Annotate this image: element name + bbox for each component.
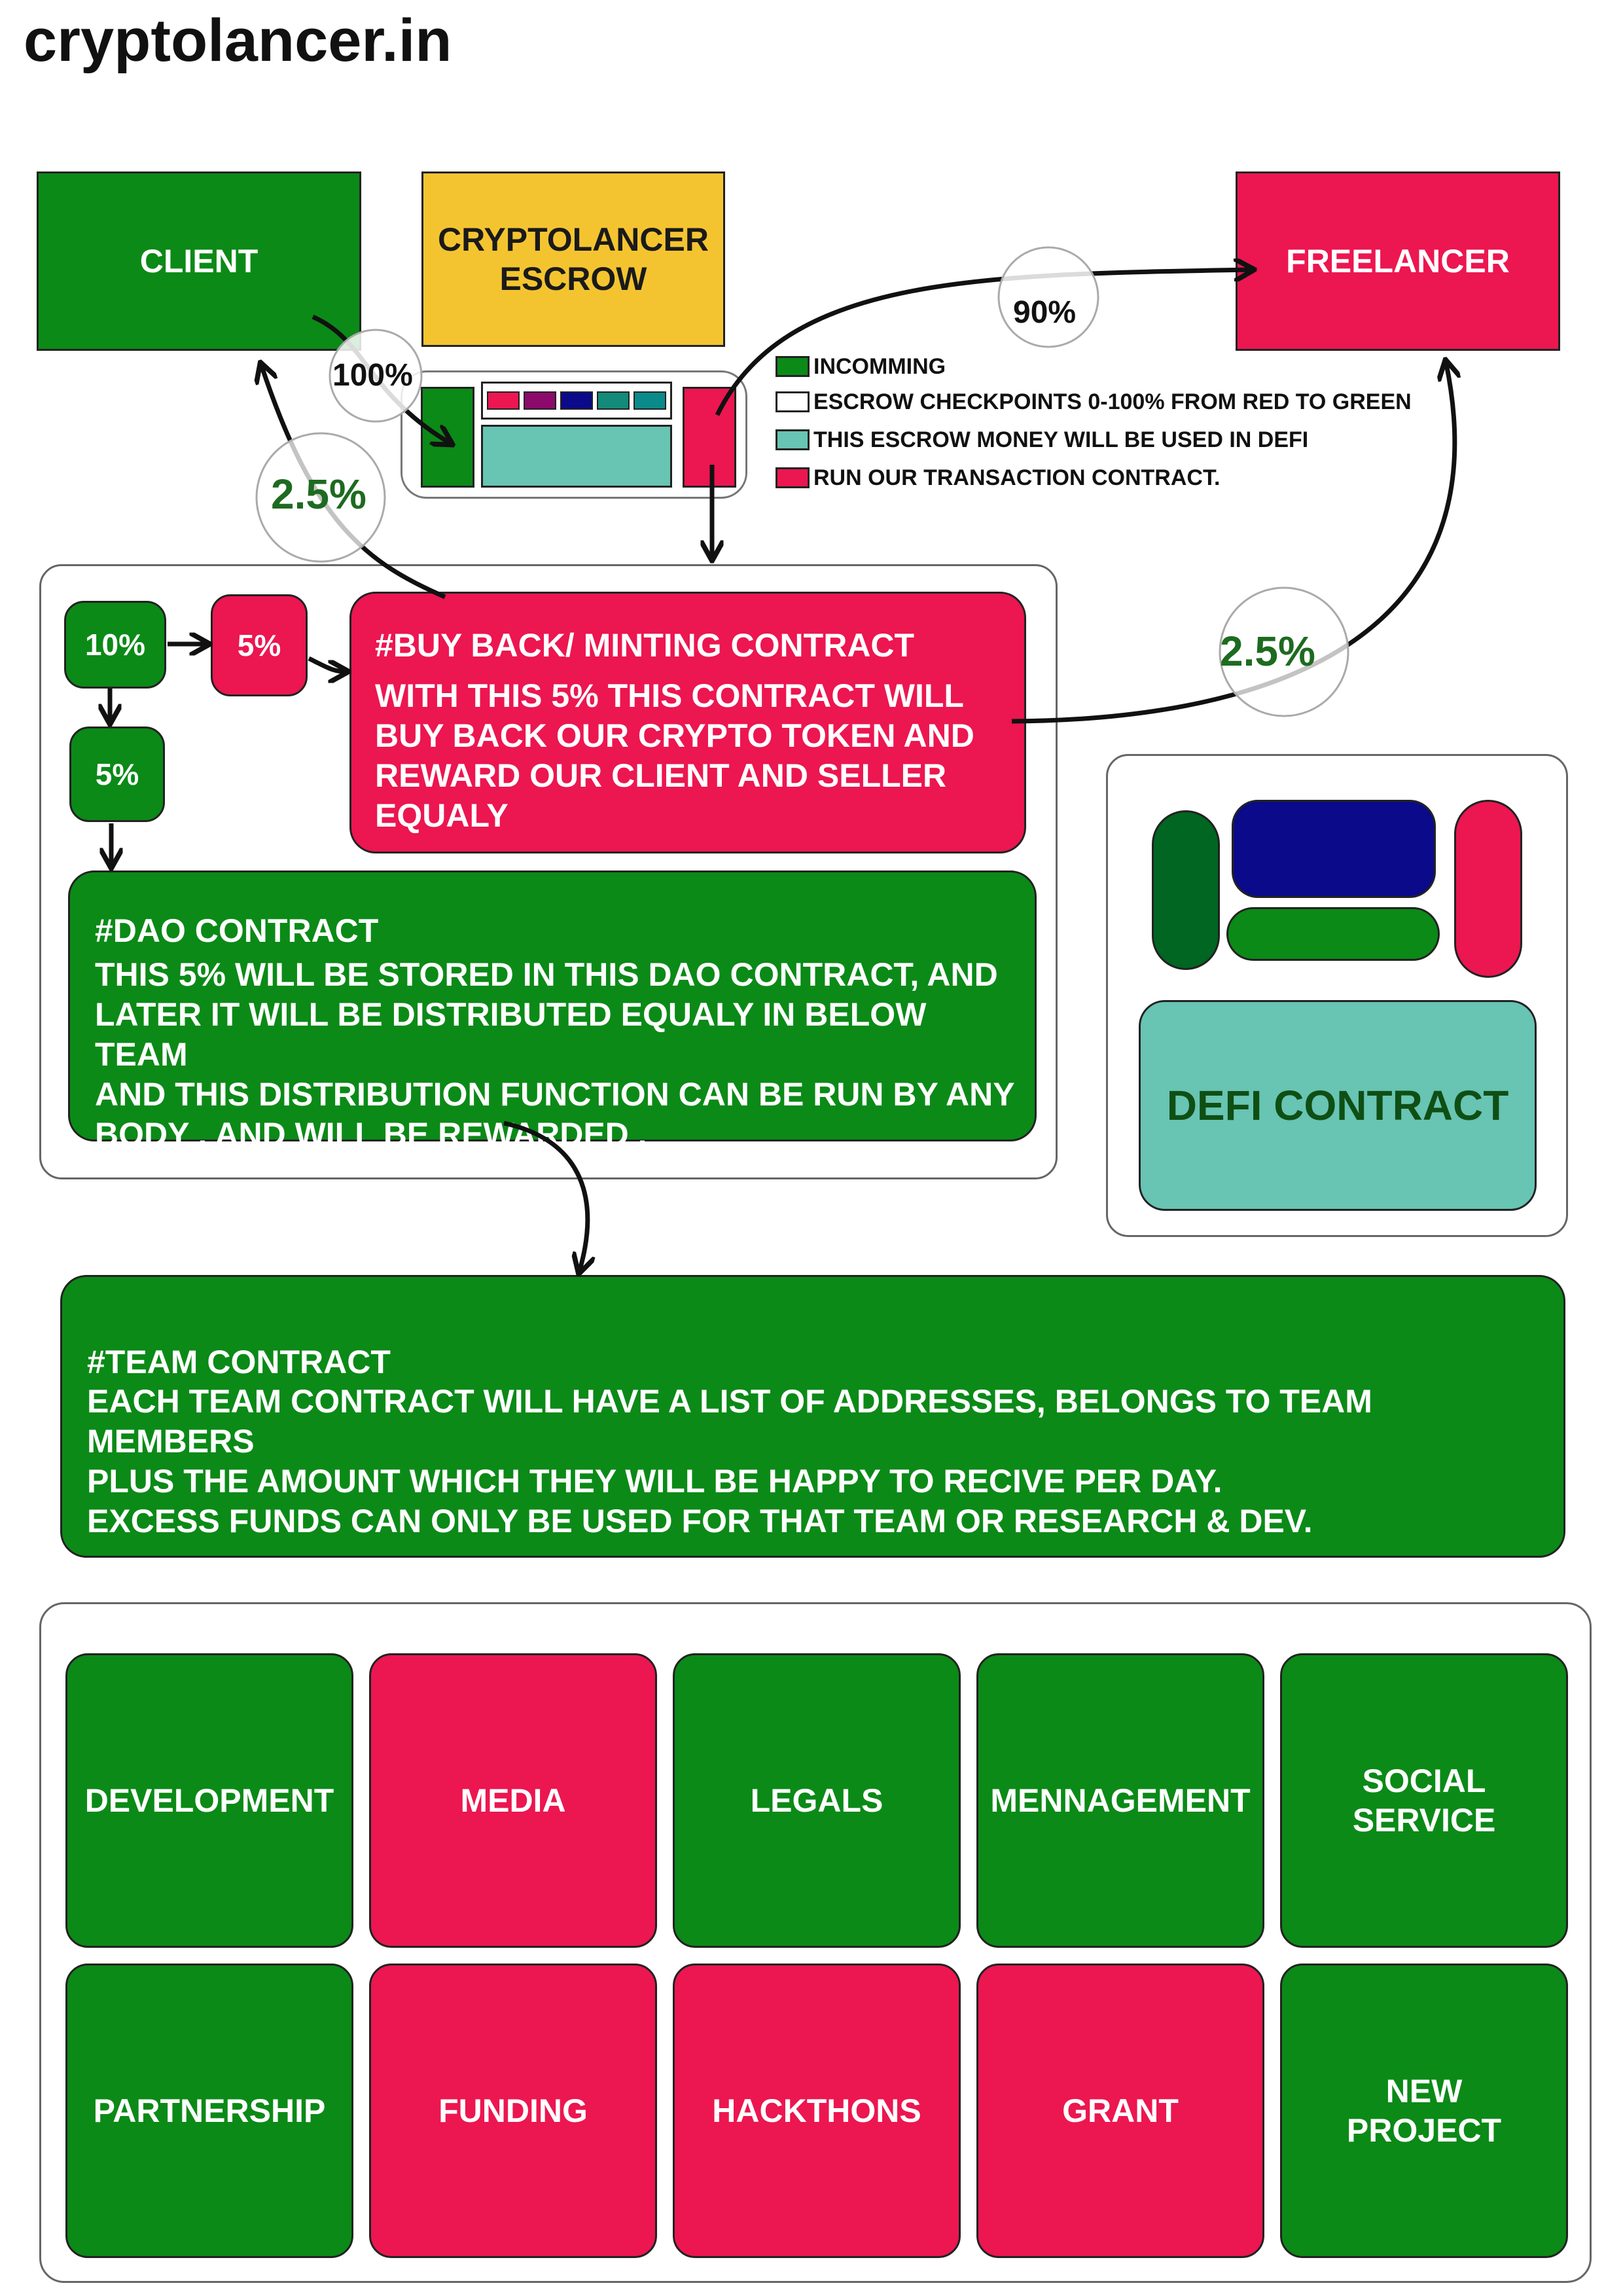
team-cell: FUNDING [369, 1964, 657, 2258]
team-body: EACH TEAM CONTRACT WILL HAVE A LIST OF A… [87, 1383, 1372, 1539]
team-cell-label: NEW PROJECT [1346, 2073, 1502, 2149]
escrow-box: CRYPTOLANCER ESCROW [421, 171, 725, 347]
bubble-100 [329, 329, 423, 423]
buyback-heading: #BUY BACK/ MINTING CONTRACT [375, 627, 915, 664]
checkpoint-swatch-2 [524, 391, 556, 410]
defi-shape-darkgreen [1152, 810, 1220, 970]
arrow-escrow-to-freelancer [715, 270, 1250, 416]
pct-reward-client: 2.5% [271, 471, 366, 518]
legend-label: RUN OUR TRANSACTION CONTRACT. [813, 465, 1221, 490]
escrow-checkpoint-strip [481, 382, 672, 420]
team-cell: LEGALS [673, 1653, 961, 1948]
legend-checkpoints: ESCROW CHECKPOINTS 0-100% FROM RED TO GR… [776, 389, 1412, 414]
legend-label: THIS ESCROW MONEY WILL BE USED IN DEFI [813, 427, 1309, 452]
bubble-reward-freelancer [1219, 586, 1349, 717]
pct-escrow-to-freelancer: 90% [1013, 295, 1077, 330]
dao-share-node: 5% [69, 726, 165, 822]
defi-contract-box: DEFI CONTRACT [1139, 1000, 1537, 1211]
checkpoint-swatch-5 [633, 391, 666, 410]
buyback-body: WITH THIS 5% THIS CONTRACT WILL BUY BACK… [375, 677, 974, 834]
dao-body: THIS 5% WILL BE STORED IN THIS DAO CONTR… [95, 956, 1015, 1153]
defi-shape-navy [1232, 800, 1436, 898]
team-cell-label: LEGALS [750, 1782, 883, 1819]
client-label: CLIENT [139, 243, 259, 279]
team-cell-label: HACKTHONS [712, 2092, 921, 2129]
checkpoint-swatch-4 [597, 391, 630, 410]
checkpoint-swatch-3 [560, 391, 593, 410]
legend-swatch [776, 391, 810, 412]
site-title: cryptolancer.in [24, 7, 452, 74]
defi-shape-green [1226, 907, 1440, 961]
client-box: CLIENT [37, 171, 361, 351]
arrow-dao-to-team [503, 1121, 588, 1270]
team-cell-label: GRANT [1062, 2092, 1179, 2129]
checkpoint-swatch-1 [487, 391, 520, 410]
pct-reward-freelancer: 2.5% [1220, 628, 1315, 675]
team-cell-label: MENNAGEMENT [990, 1782, 1251, 1819]
legend-transaction: RUN OUR TRANSACTION CONTRACT. [776, 465, 1221, 490]
team-cell: MENNAGEMENT [976, 1653, 1264, 1948]
team-cell: NEW PROJECT [1280, 1964, 1568, 2258]
escrow-defi-pool [481, 425, 672, 488]
legend-label: ESCROW CHECKPOINTS 0-100% FROM RED TO GR… [813, 389, 1412, 414]
team-cell-label: SOCIAL SERVICE [1352, 1763, 1496, 1839]
team-contract-box: #TEAM CONTRACT EACH TEAM CONTRACT WILL H… [60, 1275, 1565, 1558]
fee-total-node: 10% [64, 601, 166, 689]
escrow-mini-diagram [401, 370, 747, 499]
team-cell: DEVELOPMENT [65, 1653, 353, 1948]
team-cell: HACKTHONS [673, 1964, 961, 2258]
fee-total-label: 10% [84, 628, 146, 662]
buyback-share-label: 5% [237, 628, 281, 662]
legend-incoming: INCOMMING [776, 353, 946, 379]
team-cell: GRANT [976, 1964, 1264, 2258]
escrow-transaction-bar [683, 387, 736, 488]
buyback-share-node: 5% [211, 594, 308, 696]
dao-heading: #DAO CONTRACT [95, 912, 379, 949]
escrow-label: CRYPTOLANCER ESCROW [438, 221, 709, 297]
defi-label: DEFI CONTRACT [1166, 1082, 1509, 1129]
legend-swatch [776, 429, 810, 450]
buyback-contract-box: #BUY BACK/ MINTING CONTRACT WITH THIS 5%… [349, 592, 1026, 853]
team-cell-label: DEVELOPMENT [84, 1782, 334, 1819]
bubble-90 [997, 246, 1099, 348]
legend-label: INCOMMING [813, 353, 946, 379]
team-cell: MEDIA [369, 1653, 657, 1948]
team-cell-label: FUNDING [438, 2092, 588, 2129]
freelancer-box: FREELANCER [1236, 171, 1560, 351]
team-cell-label: MEDIA [460, 1782, 566, 1819]
team-cell: SOCIAL SERVICE [1280, 1653, 1568, 1948]
pct-client-to-escrow: 100% [332, 358, 413, 393]
team-heading: #TEAM CONTRACT [87, 1344, 391, 1380]
legend-swatch [776, 356, 810, 377]
dao-contract-box: #DAO CONTRACT THIS 5% WILL BE STORED IN … [68, 870, 1037, 1153]
freelancer-label: FREELANCER [1286, 243, 1510, 279]
defi-shape-red [1454, 800, 1522, 978]
legend-swatch [776, 467, 810, 488]
dao-share-label: 5% [95, 757, 139, 791]
arrow-share-to-buyback [308, 656, 344, 672]
legend-defi: THIS ESCROW MONEY WILL BE USED IN DEFI [776, 427, 1309, 452]
team-cell: PARTNERSHIP [65, 1964, 353, 2258]
team-cell-label: PARTNERSHIP [93, 2092, 326, 2129]
bubble-reward-client [255, 432, 386, 563]
